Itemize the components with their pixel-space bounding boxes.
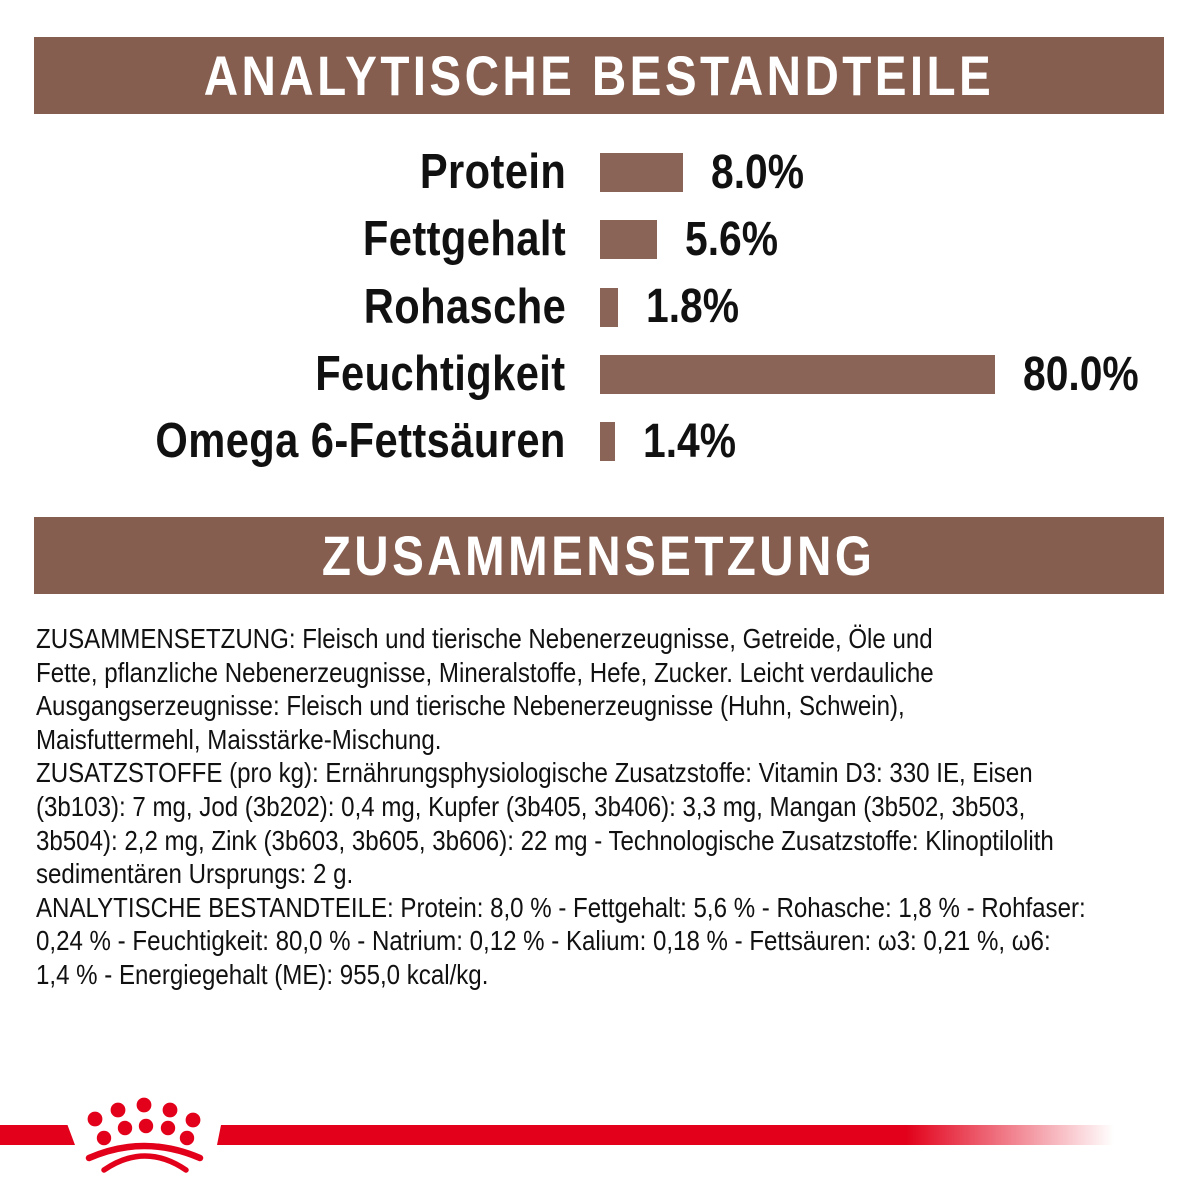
chart-row-bar xyxy=(600,422,615,462)
analytical-constituents-header-label: ANALYTISCHE BESTANDTEILE xyxy=(203,44,995,107)
chart-row: Feuchtigkeit 80.0% xyxy=(0,341,1200,408)
chart-row-label: Rohasche xyxy=(0,279,566,334)
text-line-analytische_bestandteile: 1,4 % - Energiegehalt (ME): 955,0 kcal/k… xyxy=(36,958,489,990)
chart-row: Fettgehalt 5.6% xyxy=(0,206,1200,273)
chart-row-value: 1.8% xyxy=(646,280,739,334)
composition-text: ZUSAMMENSETZUNG: Fleisch und tierische N… xyxy=(36,622,1171,992)
chart-row-value: 80.0% xyxy=(1023,347,1139,401)
chart-row-label-text: Protein xyxy=(419,145,566,200)
chart-row-label: Fettgehalt xyxy=(0,215,566,264)
text-line-zusatzstoffe: 3b504): 2,2 mg, Zink (3b603, 3b605, 3b60… xyxy=(36,824,1054,856)
text-line-zusammensetzung: Maisfuttermehl, Maisstärke-Mischung. xyxy=(36,723,442,755)
chart-row-label: Feuchtigkeit xyxy=(0,350,566,399)
chart-row-bar xyxy=(600,153,683,193)
chart-row-label-text: Omega 6-Fettsäuren xyxy=(155,414,566,469)
text-line-zusammensetzung: Ausgangserzeugnisse: Fleisch und tierisc… xyxy=(36,690,905,722)
composition-header-label: ZUSAMMENSETZUNG xyxy=(322,524,876,587)
text-line-analytische_bestandteile: ANALYTISCHE BESTANDTEILE: Protein: 8,0 %… xyxy=(36,891,1086,923)
text-line-zusatzstoffe: ZUSATZSTOFFE (pro kg): Ernährungsphysiol… xyxy=(36,757,1033,789)
text-line-zusatzstoffe: (3b103): 7 mg, Jod (3b202): 0,4 mg, Kupf… xyxy=(36,790,1026,822)
text-line-analytische_bestandteile: 0,24 % - Feuchtigkeit: 80,0 % - Natrium:… xyxy=(36,925,1051,957)
text-line-zusammensetzung: ZUSAMMENSETZUNG: Fleisch und tierische N… xyxy=(36,623,933,654)
text-line-zusammensetzung: Fette, pflanzliche Nebenerzeugnisse, Min… xyxy=(36,656,934,688)
chart-row-label-text: Feuchtigkeit xyxy=(315,347,566,402)
analytical-constituents-header: ANALYTISCHE BESTANDTEILE xyxy=(34,37,1164,114)
chart-row-label-text: Rohasche xyxy=(363,279,566,334)
chart-row-label: Protein xyxy=(0,148,566,197)
chart-row-bar xyxy=(600,355,995,395)
chart-row: Omega 6-Fettsäuren 1.4% xyxy=(0,408,1200,475)
composition-header: ZUSAMMENSETZUNG xyxy=(34,517,1164,594)
chart-row: Rohasche 1.8% xyxy=(0,274,1200,341)
chart-row-value: 5.6% xyxy=(685,212,778,266)
chart-row-bar xyxy=(600,220,657,260)
chart-row-label-text: Fettgehalt xyxy=(362,212,566,267)
brand-band-left xyxy=(0,1125,75,1145)
text-line-zusatzstoffe: sedimentären Ursprungs: 2 g. xyxy=(36,858,354,890)
chart-row-bar xyxy=(600,287,618,327)
chart-row-label: Omega 6-Fettsäuren xyxy=(0,417,566,466)
chart-row: Protein 8.0% xyxy=(0,139,1200,206)
chart-row-value: 1.4% xyxy=(643,414,736,468)
royal-canin-crown-icon xyxy=(85,1097,204,1173)
analytical-constituents-chart: Protein 8.0% Fettgehalt 5.6% Rohasche 1.8% Feu… xyxy=(0,139,1200,475)
brand-band-right xyxy=(217,1125,1123,1145)
chart-row-value: 8.0% xyxy=(711,145,804,199)
